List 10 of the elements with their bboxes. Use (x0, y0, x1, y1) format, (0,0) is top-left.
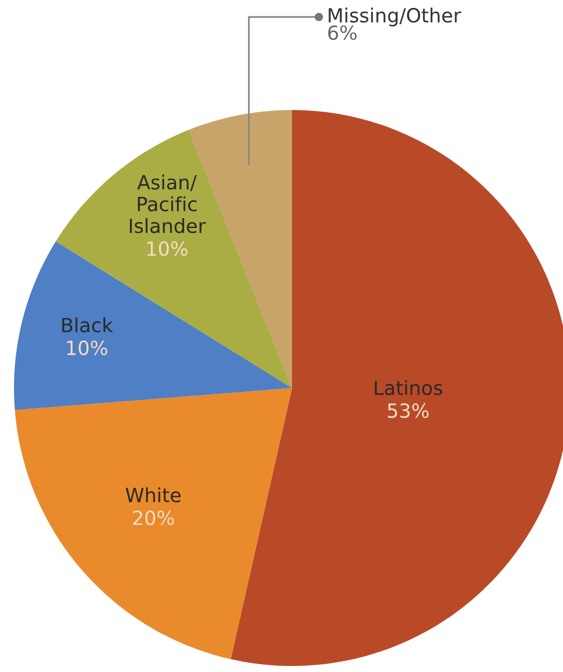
slice-label: Latinos (374, 380, 442, 396)
slice-label: Asian/ Pacific Islander (130, 174, 206, 234)
data-label: 53% (388, 403, 429, 418)
slice-label: Black (62, 317, 113, 332)
slice-label: Missing/Other (328, 8, 462, 26)
data-label: 20% (133, 510, 174, 526)
data-label: 10% (67, 340, 108, 356)
slice-label: White (126, 487, 181, 502)
data-label: 10% (147, 241, 188, 256)
data-label: 6% (328, 25, 357, 40)
